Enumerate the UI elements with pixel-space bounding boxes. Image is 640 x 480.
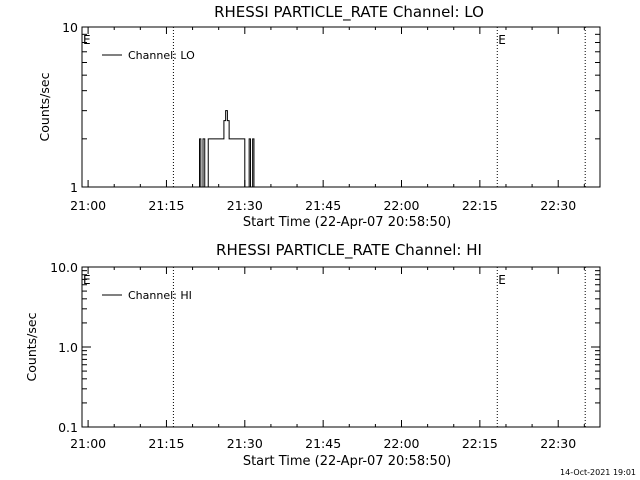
legend-label: Channel: HI (128, 289, 192, 302)
x-tick-label: 21:45 (305, 198, 341, 213)
x-tick-label: 22:30 (540, 436, 576, 451)
event-marker-label: E (498, 273, 506, 287)
y-tick-label: 1 (70, 180, 78, 195)
x-tick-label: 21:30 (227, 436, 263, 451)
series-line (199, 110, 255, 188)
x-tick-label: 21:15 (148, 436, 184, 451)
y-axis-label: Counts/sec (24, 312, 39, 381)
event-marker-label: E (83, 273, 91, 287)
x-tick-label: 22:00 (383, 436, 419, 451)
y-tick-label: 10.0 (50, 260, 78, 275)
x-axis-label: Start Time (22-Apr-07 20:58:50) (243, 215, 451, 230)
x-tick-label: 21:00 (70, 198, 106, 213)
plot-frame (81, 26, 601, 188)
x-tick-label: 21:45 (305, 436, 341, 451)
x-tick-label: 22:15 (462, 198, 498, 213)
chart-title: RHESSI PARTICLE_RATE Channel: HI (216, 241, 482, 260)
footer-timestamp: 14-Oct-2021 19:01 (560, 468, 636, 477)
chart-panel-2: RHESSI PARTICLE_RATE Channel: HI 21:00 21:… (24, 241, 601, 469)
x-tick-label: 22:00 (383, 198, 419, 213)
chart-panel-1: RHESSI PARTICLE_RATE Channel: LO 21:00 21:… (37, 3, 601, 230)
legend-label: Channel: LO (128, 49, 195, 62)
y-tick-label: 0.1 (58, 420, 78, 435)
x-tick-label: 21:15 (148, 198, 184, 213)
y-axis-label: Counts/sec (37, 72, 52, 141)
x-tick-label: 22:30 (540, 198, 576, 213)
y-tick-label: 1.0 (58, 340, 78, 355)
event-marker-label: E (83, 33, 91, 47)
x-axis-label: Start Time (22-Apr-07 20:58:50) (243, 454, 451, 469)
chart-title: RHESSI PARTICLE_RATE Channel: LO (214, 3, 484, 22)
x-tick-label: 22:15 (462, 436, 498, 451)
x-tick-label: 21:00 (70, 436, 106, 451)
y-tick-label: 10 (62, 20, 78, 35)
x-tick-label: 21:30 (227, 198, 263, 213)
event-marker-label: E (498, 33, 506, 47)
